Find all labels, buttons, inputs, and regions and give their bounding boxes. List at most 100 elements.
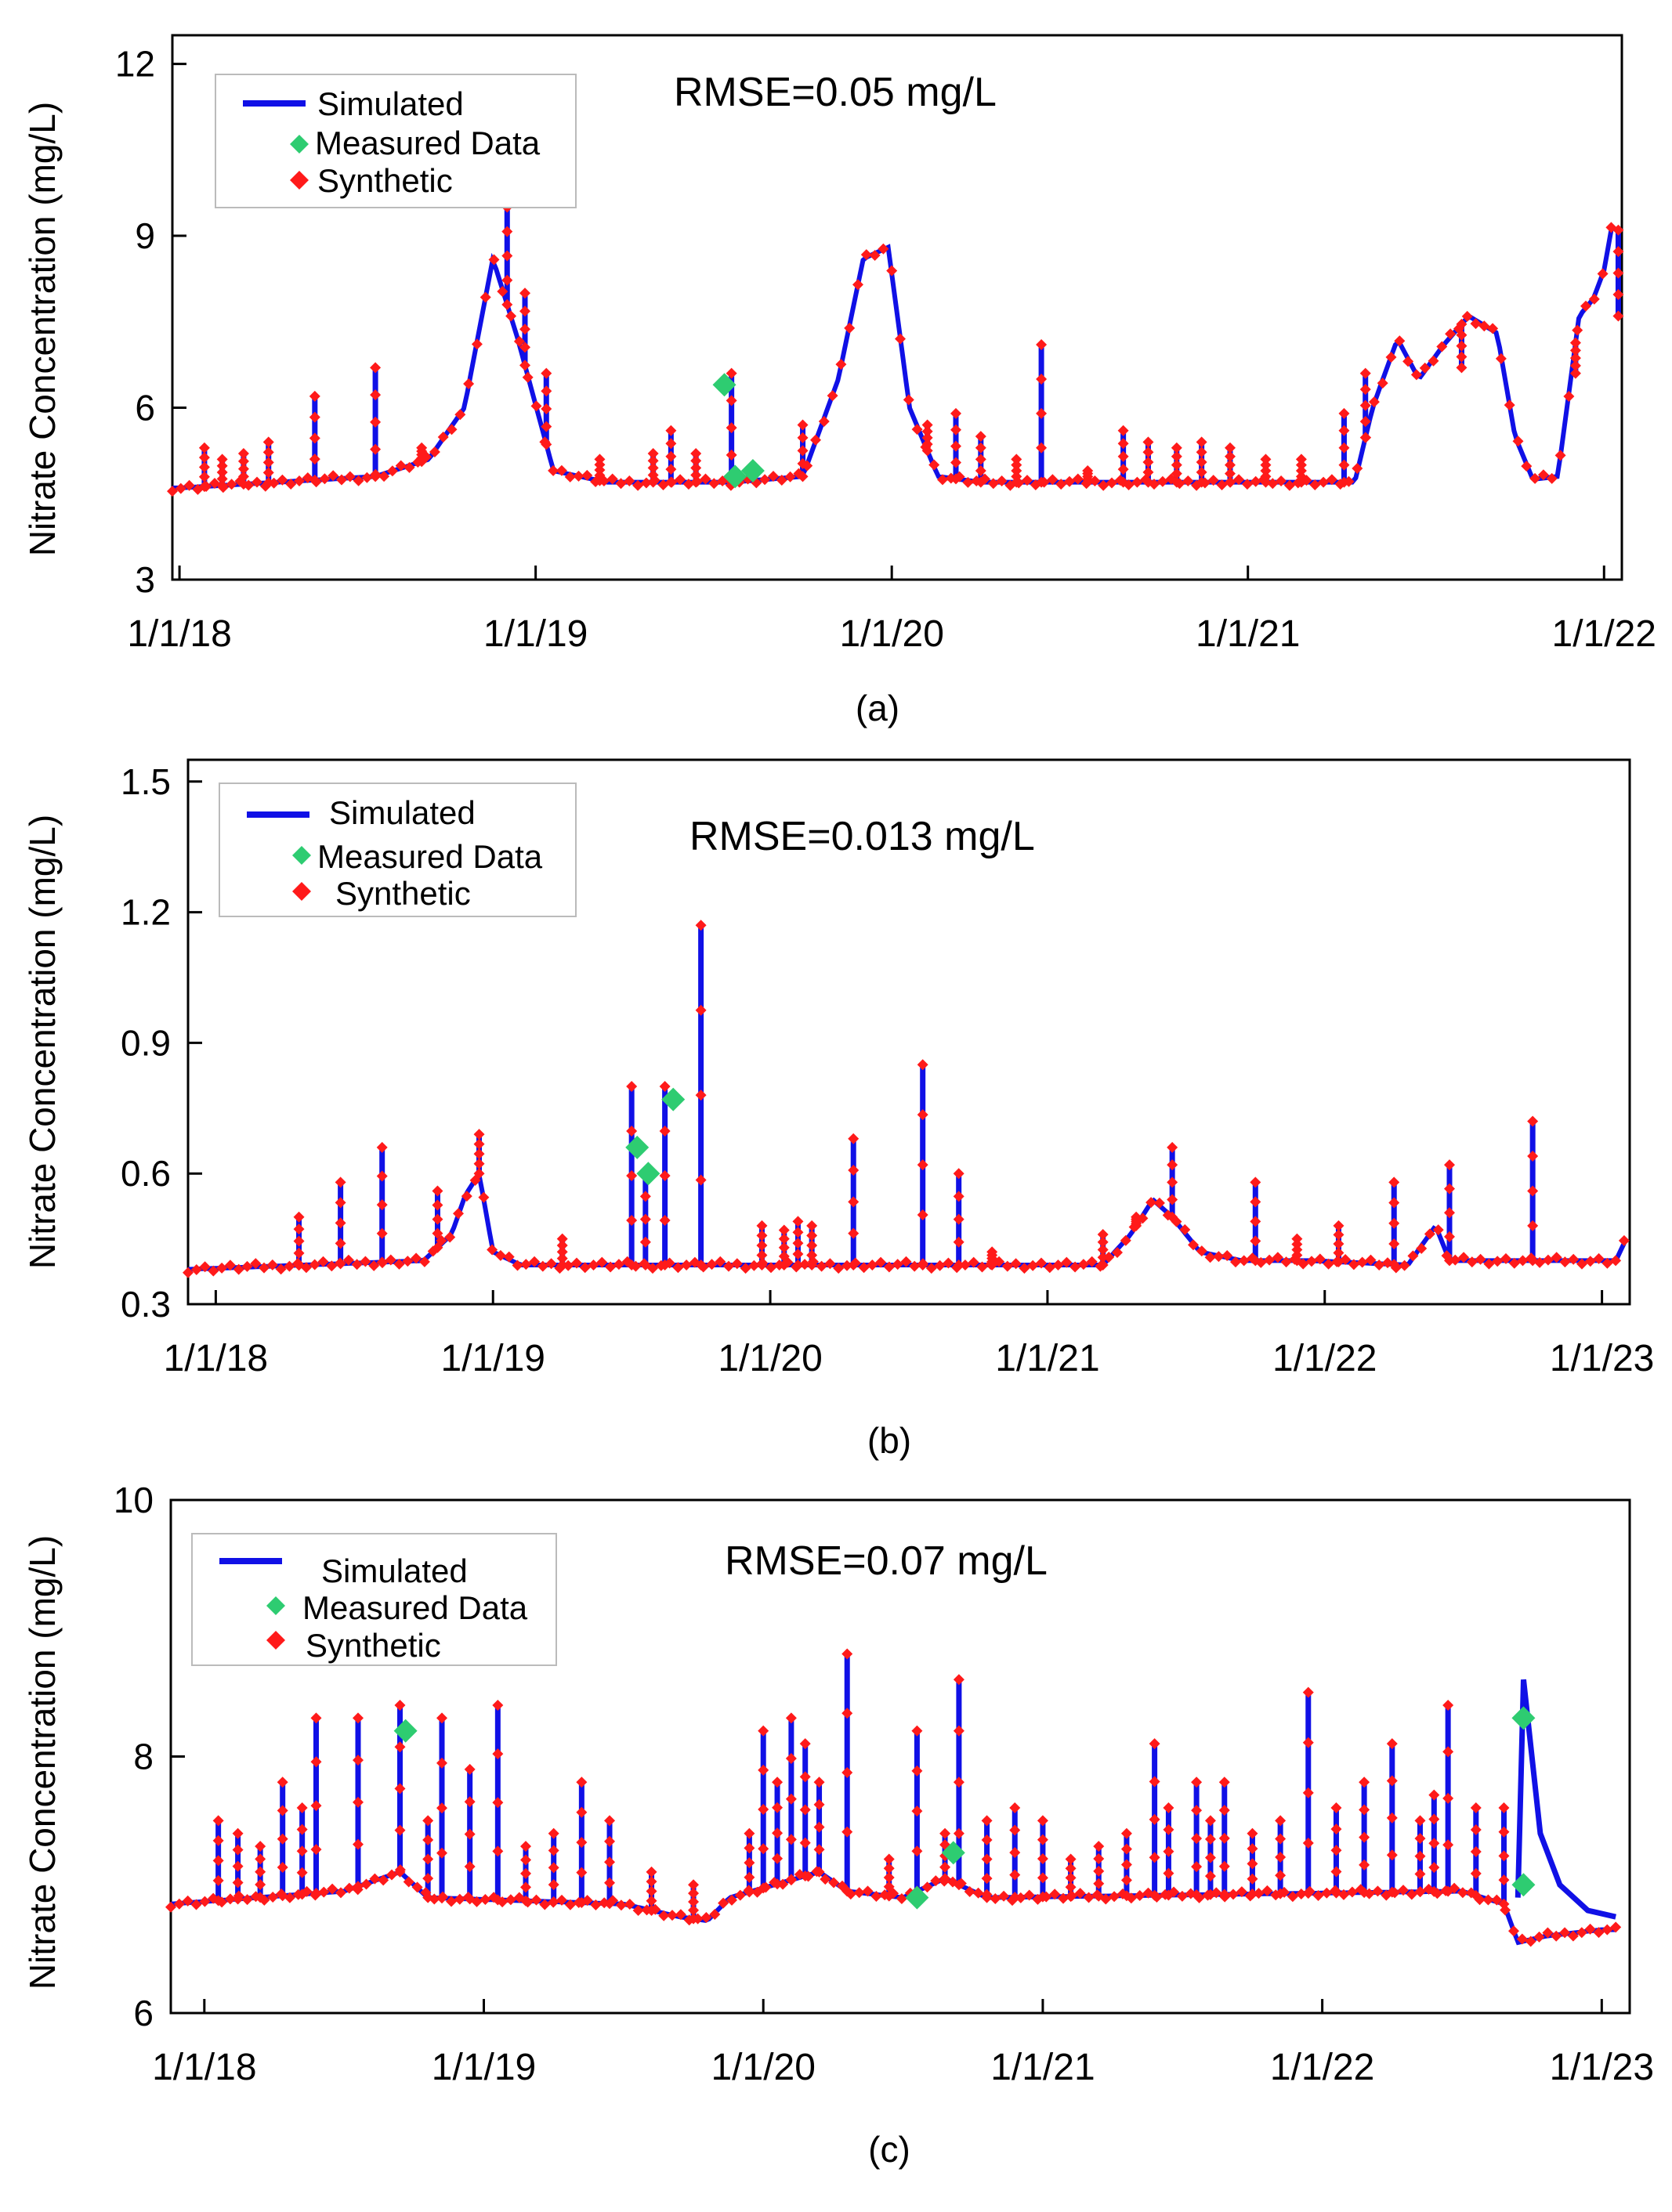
x-tick-label: 1/1/21	[995, 1338, 1099, 1379]
x-tick-label: 1/1/20	[711, 2047, 815, 2088]
synthetic-spike-markers	[1131, 1211, 1142, 1231]
synthetic-spike-markers	[1330, 1802, 1342, 1899]
panel-a: 3 6 9 12 1/1/18 1/1/19 1/1/20 1/1/21 1/1/22 Nitr…	[22, 34, 1656, 728]
y-tick-label: 0.3	[121, 1284, 171, 1325]
synthetic-spike-markers	[1250, 1176, 1261, 1267]
synthetic-spike-markers	[594, 454, 606, 486]
synthetic-spike-markers	[1097, 1229, 1109, 1270]
x-tick-label: 1/1/23	[1550, 2047, 1654, 2088]
synthetic-spike-markers	[1470, 1802, 1482, 1901]
synthetic-spike-markers	[576, 1776, 588, 1909]
plot-frame	[171, 34, 1623, 581]
synthetic-spike-markers	[1527, 1115, 1539, 1267]
x-tick-label: 1/1/18	[152, 2047, 256, 2088]
synthetic-spike-markers	[792, 1216, 804, 1270]
synthetic-spike-markers	[917, 1059, 928, 1270]
x-tick-label: 1/1/22	[1272, 1338, 1377, 1379]
synthetic-spike-markers	[1082, 465, 1094, 488]
synthetic-spike-markers	[1093, 1841, 1105, 1902]
synthetic-spike-markers	[1302, 1686, 1314, 1899]
synthetic-spike-markers	[422, 1815, 434, 1903]
x-tick-label: 1/1/19	[483, 613, 588, 655]
synthetic-spike-markers	[1037, 1815, 1048, 1903]
synthetic-spike-markers	[659, 1081, 671, 1270]
legend-synthetic-marker	[292, 882, 311, 901]
synthetic-spike-markers	[370, 362, 382, 483]
synthetic-spike-markers	[473, 1129, 485, 1180]
measured-point	[905, 1885, 929, 1910]
synthetic-spike-markers	[981, 1815, 993, 1903]
synthetic-spike-markers	[975, 431, 986, 488]
synthetic-spike-markers	[1036, 339, 1048, 488]
y-tick-label: 6	[133, 1993, 154, 2033]
y-tick-label: 8	[133, 1737, 154, 1777]
synthetic-spike-markers	[921, 419, 933, 457]
synthetic-spike-markers	[806, 1220, 818, 1270]
synthetic-spike-markers	[1612, 224, 1624, 322]
synthetic-spike-markers	[541, 367, 552, 450]
y-axis-label: Nitrate Concentration (mg/L)	[22, 815, 63, 1269]
synthetic-spike-markers	[604, 1815, 616, 1910]
synthetic-spike-markers	[1163, 1802, 1174, 1901]
rmse-annotation: RMSE=0.07 mg/L	[725, 1538, 1048, 1584]
measured-point	[393, 1719, 418, 1743]
legend-simulated-label: Simulated	[321, 1552, 468, 1589]
x-tick-label: 1/1/20	[839, 613, 943, 655]
synthetic-spike-markers	[1386, 1738, 1398, 1898]
synthetic-spike-markers	[1291, 1233, 1303, 1267]
panel-c: 6 8 10 1/1/18 1/1/19 1/1/20 1/1/21 1/1/22 1/1/23…	[22, 1480, 1654, 2170]
synthetic-spike-markers	[1569, 337, 1581, 379]
synthetic-spike-markers	[950, 407, 961, 485]
legend-box	[191, 1533, 557, 1666]
synthetic-spike-markers	[1196, 436, 1207, 488]
synthetic-spike-markers	[1388, 1176, 1400, 1270]
legend-measured-marker	[292, 846, 311, 865]
y-tick-label: 1.5	[121, 761, 171, 802]
y-tick-label: 6	[135, 388, 155, 428]
synthetic-spike-markers	[1338, 407, 1350, 488]
rmse-annotation: RMSE=0.05 mg/L	[674, 70, 997, 115]
synthetic-spike-markers	[1218, 1776, 1230, 1900]
panel-label: (a)	[856, 688, 899, 728]
series-layer: 6 8 10 1/1/18 1/1/19 1/1/20 1/1/21 1/1/22 1/1/23	[114, 1480, 1654, 2088]
synthetic-spike-markers	[556, 1233, 568, 1270]
synthetic-spike-markers	[1442, 1700, 1454, 1897]
synthetic-spike-markers	[758, 1725, 769, 1894]
x-tick-label: 1/1/21	[990, 2047, 1095, 2088]
synthetic-spike-markers	[232, 1827, 244, 1905]
synthetic-spike-markers	[799, 1738, 811, 1881]
legend-box	[215, 74, 577, 208]
synthetic-spike-markers	[1225, 442, 1236, 488]
y-tick-label: 1.2	[121, 892, 171, 933]
synthetic-spike-markers	[813, 1776, 825, 1878]
x-tick-label: 1/1/21	[1196, 613, 1300, 655]
legend-simulated-label: Simulated	[317, 85, 464, 122]
legend-measured-label: Measured Data	[317, 838, 543, 875]
synthetic-spike-markers	[1359, 1776, 1370, 1899]
x-tick-label: 1/1/19	[441, 1338, 545, 1379]
synthetic-spike-markers	[911, 1725, 923, 1897]
y-tick-label: 3	[135, 559, 155, 600]
synthetic-spike-markers	[986, 1246, 998, 1270]
measured-point	[1511, 1706, 1536, 1730]
synthetic-spike-markers	[436, 1712, 448, 1904]
synthetic-spike-markers	[744, 1827, 755, 1898]
synthetic-spike-markers	[519, 287, 530, 371]
synthetic-spike-markers	[237, 448, 249, 490]
synthetic-spike-markers	[690, 448, 702, 488]
measured-point	[636, 1162, 660, 1186]
synthetic-spike-markers	[255, 1841, 266, 1903]
synthetic-spike-markers	[639, 1168, 651, 1270]
measured-point	[740, 459, 765, 483]
synthetic-markers	[183, 1174, 1630, 1278]
synthetic-spike-markers	[198, 442, 210, 493]
synthetic-spike-markers	[797, 419, 809, 483]
synthetic-spike-markers	[394, 1700, 406, 1878]
legend-measured-marker	[290, 135, 309, 154]
synthetic-spike-markers	[883, 1853, 895, 1902]
synthetic-spike-markers	[352, 1712, 364, 1892]
synthetic-spike-markers	[665, 425, 677, 488]
synthetic-spike-markers	[293, 1211, 305, 1271]
legend-measured-marker	[266, 1596, 285, 1615]
